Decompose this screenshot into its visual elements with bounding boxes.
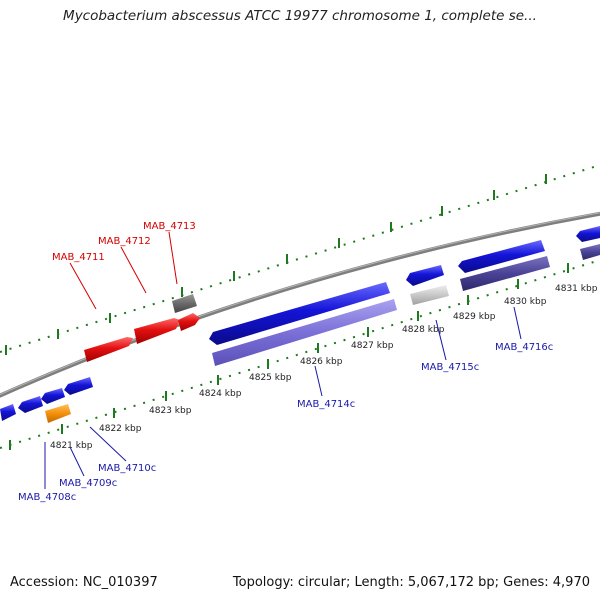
leader-MAB_4715c [435, 319, 447, 361]
inner-major-ticks [9, 263, 569, 450]
label-MAB_4708c[interactable]: MAB_4708c [18, 492, 76, 503]
map-title: Mycobacterium abscessus ATCC 19977 chrom… [63, 8, 537, 24]
label-MAB_4716c[interactable]: MAB_4716c [495, 342, 553, 353]
gene-MAB_4714c-inner[interactable] [212, 299, 397, 366]
gene-right-edge-inner[interactable] [580, 244, 600, 260]
tick-label-4822: 4822 kbp [99, 424, 142, 434]
gene-right-edge[interactable] [576, 226, 600, 242]
gene-MAB_4709c[interactable] [18, 396, 43, 413]
accession-text: Accession: NC_010397 [10, 575, 158, 590]
leader-MAB_4716c [513, 306, 522, 340]
tick-label-4829: 4829 kbp [453, 312, 496, 322]
tick-label-4828: 4828 kbp [402, 325, 445, 335]
label-MAB_4714c[interactable]: MAB_4714c [297, 399, 355, 410]
gene-MAB_4715c-inner[interactable] [410, 285, 449, 305]
gene-left-edge[interactable] [0, 404, 16, 421]
gene-MAB_4710c-b[interactable] [64, 377, 93, 395]
tick-label-4827: 4827 kbp [351, 341, 394, 351]
tick-label-4824: 4824 kbp [199, 389, 242, 399]
tick-label-4831: 4831 kbp [555, 284, 598, 294]
label-MAB_4711[interactable]: MAB_4711 [52, 252, 105, 263]
leader-MAB_4710c [89, 426, 127, 462]
gene-MAB_4714c[interactable] [209, 282, 390, 345]
chromosome-backbone [0, 211, 600, 398]
leader-MAB_4713 [168, 231, 178, 285]
label-MAB_4709c[interactable]: MAB_4709c [59, 478, 117, 489]
leader-MAB_4709c [69, 446, 85, 477]
gene-MAB_4713[interactable] [172, 294, 197, 313]
label-MAB_4715c[interactable]: MAB_4715c [421, 362, 479, 373]
gene-MAB_4713-arrow[interactable] [178, 313, 200, 331]
gene-MAB_4711[interactable] [84, 337, 133, 362]
chromosome-backbone-highlight [0, 212, 600, 396]
topology-text: Topology: circular; Length: 5,067,172 bp… [232, 575, 590, 590]
gene-MAB_4716c-inner[interactable] [460, 256, 550, 291]
leader-MAB_4712 [120, 246, 147, 294]
label-MAB_4710c[interactable]: MAB_4710c [98, 463, 156, 474]
tick-label-4823: 4823 kbp [149, 406, 192, 416]
leader-MAB_4714c [314, 365, 323, 397]
label-MAB_4712[interactable]: MAB_4712 [98, 236, 151, 247]
gene-MAB_4712[interactable] [134, 318, 180, 344]
outer-major-ticks [5, 174, 547, 355]
leader-MAB_4711 [69, 262, 97, 310]
gene-MAB_4708c[interactable] [45, 404, 71, 423]
gene-MAB_4716c[interactable] [458, 240, 545, 273]
tick-label-4825: 4825 kbp [249, 373, 292, 383]
tick-label-4826: 4826 kbp [300, 357, 343, 367]
label-MAB_4713[interactable]: MAB_4713 [143, 221, 196, 232]
tick-label-4830: 4830 kbp [504, 297, 547, 307]
tick-label-4821: 4821 kbp [50, 441, 93, 451]
gene-MAB_4710c[interactable] [41, 388, 65, 404]
gene-MAB_4715c[interactable] [406, 265, 444, 286]
